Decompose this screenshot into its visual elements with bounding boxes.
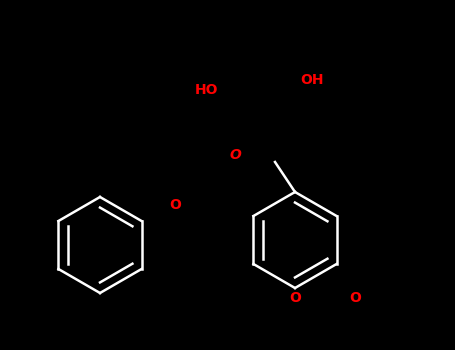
Text: OH: OH (300, 73, 324, 87)
Text: O: O (229, 148, 241, 162)
Text: O: O (169, 198, 181, 212)
Text: HO: HO (195, 83, 218, 97)
Text: O: O (349, 291, 361, 305)
Text: O: O (289, 291, 301, 305)
